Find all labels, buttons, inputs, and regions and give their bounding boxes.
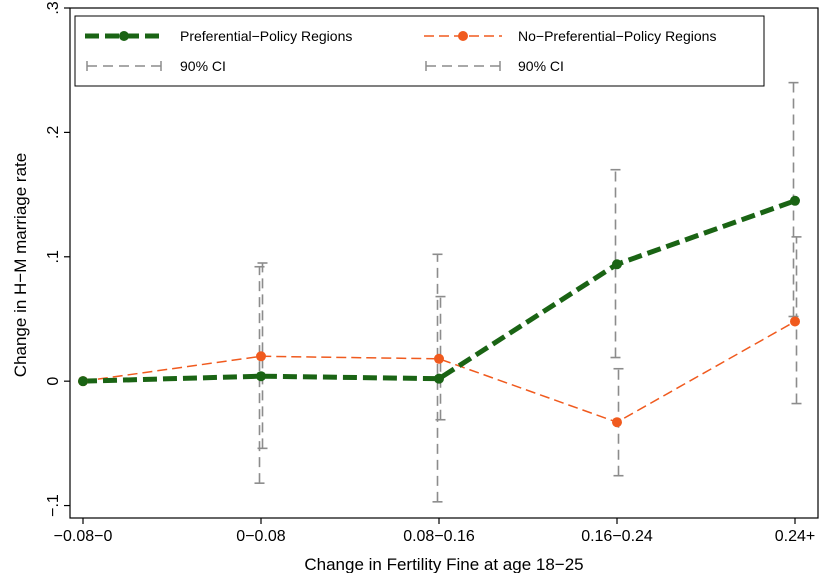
x-tick-label: 0.24+ [775, 528, 815, 545]
x-tick-label: 0−0.08 [236, 528, 285, 545]
y-tick-label: 0 [45, 377, 62, 386]
data-point [434, 353, 444, 364]
data-point [612, 417, 622, 428]
legend-marker-preferential [119, 31, 129, 41]
axes: −.1 0 .1 .2 .3 −0.08−0 0−0.08 0.08−0.16 0.16−0.2… [45, 1, 815, 545]
legend: Preferential−Policy Regions No−Preferent… [74, 15, 765, 87]
y-tick-label: .3 [45, 1, 62, 14]
data-point [256, 371, 266, 382]
legend-box [74, 15, 765, 87]
x-axis-title: Change in Fertility Fine at age 18−25 [304, 555, 583, 573]
x-tick-label: 0.16−0.24 [581, 528, 653, 545]
plot-frame [69, 7, 819, 519]
data-point [434, 373, 444, 384]
y-tick-label: .1 [45, 250, 62, 263]
y-tick-label: −.1 [45, 494, 62, 517]
legend-label-preferential: Preferential−Policy Regions [180, 28, 352, 44]
legend-label-no-preferential: No−Preferential−Policy Regions [518, 28, 716, 44]
series-line-1 [82, 320, 796, 423]
confidence-intervals [254, 81, 802, 503]
series-markers [78, 195, 800, 428]
series-line-0 [82, 198, 796, 384]
legend-swatch-ci-no-preferential [425, 61, 501, 71]
series-lines [82, 198, 796, 423]
data-point [256, 351, 266, 362]
legend-label-ci-preferential: 90% CI [180, 58, 226, 74]
x-tick-label: 0.08−0.16 [403, 528, 475, 545]
data-point [790, 316, 800, 327]
data-point [78, 376, 88, 387]
data-point [790, 195, 800, 206]
legend-marker-no-preferential [458, 31, 468, 41]
legend-swatch-ci-preferential [86, 61, 162, 71]
legend-label-ci-no-preferential: 90% CI [518, 58, 564, 74]
data-point [612, 259, 622, 270]
y-tick-label: .2 [45, 126, 62, 139]
x-tick-label: −0.08−0 [54, 528, 113, 545]
y-axis-title: Change in H−M marriage rate [11, 153, 30, 377]
